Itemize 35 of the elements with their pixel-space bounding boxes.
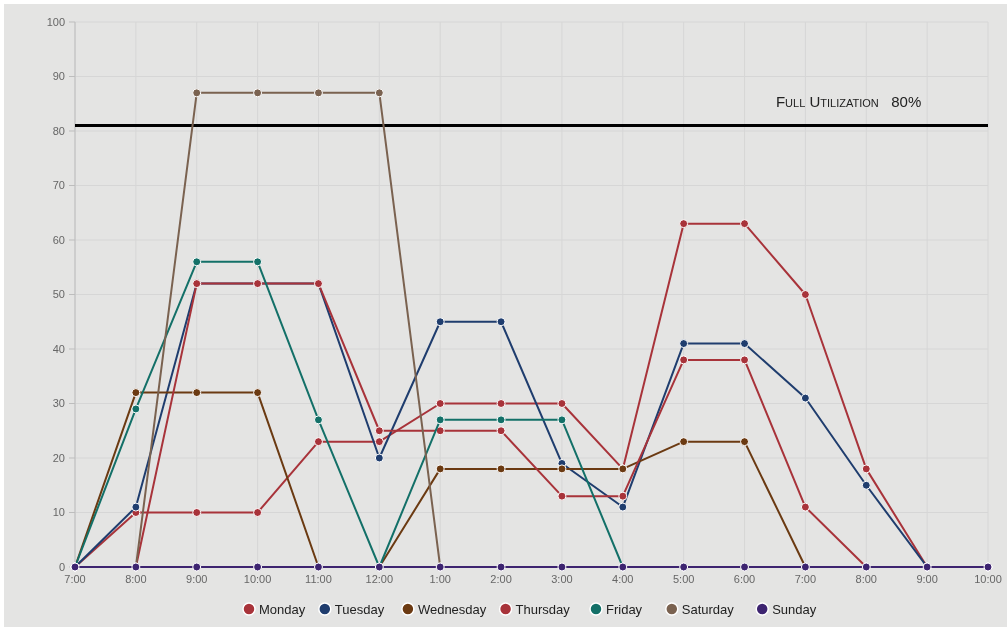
y-tick-label: 90 [52, 70, 65, 83]
legend-label: Tuesday [334, 601, 385, 617]
y-tick-label: 20 [52, 451, 65, 464]
ref-line-label: Full Utilization 80% [775, 92, 922, 110]
y-tick-label: 30 [52, 397, 65, 410]
x-tick-label: 1:00 [429, 573, 451, 585]
legend-label: Thursday [515, 601, 571, 617]
x-tick-label: 10:00 [974, 573, 1002, 585]
y-tick-label: 100 [46, 15, 65, 28]
y-tick-label: 40 [52, 342, 65, 355]
x-tick-label: 8:00 [125, 573, 147, 585]
y-tick-label: 10 [52, 506, 65, 519]
y-tick-label: 70 [52, 179, 65, 192]
x-tick-label: 11:00 [305, 573, 332, 585]
y-tick-label: 60 [52, 233, 65, 246]
legend-label: Friday [606, 601, 643, 617]
legend-label: Sunday [772, 601, 817, 617]
x-tick-label: 9:00 [186, 573, 208, 585]
x-tick-label: 7:00 [794, 573, 817, 585]
x-tick-label: 2:00 [490, 573, 512, 585]
x-tick-label: 8:00 [855, 573, 877, 585]
x-tick-label: 6:00 [733, 573, 756, 585]
x-tick-label: 7:00 [64, 573, 86, 585]
legend-label: Saturday [681, 601, 735, 617]
x-tick-label: 3:00 [551, 573, 573, 585]
x-tick-label: 10:00 [243, 573, 272, 585]
y-tick-label: 50 [52, 288, 65, 301]
x-tick-label: 5:00 [672, 573, 695, 585]
y-tick-label: 80 [52, 124, 65, 137]
x-tick-label: 9:00 [916, 573, 938, 585]
x-tick-label: 12:00 [365, 573, 394, 585]
y-tick-label: 0 [58, 560, 65, 573]
legend-label: Monday [259, 601, 306, 617]
legend-label: Wednesday [417, 601, 487, 617]
x-tick-label: 4:00 [612, 573, 634, 585]
